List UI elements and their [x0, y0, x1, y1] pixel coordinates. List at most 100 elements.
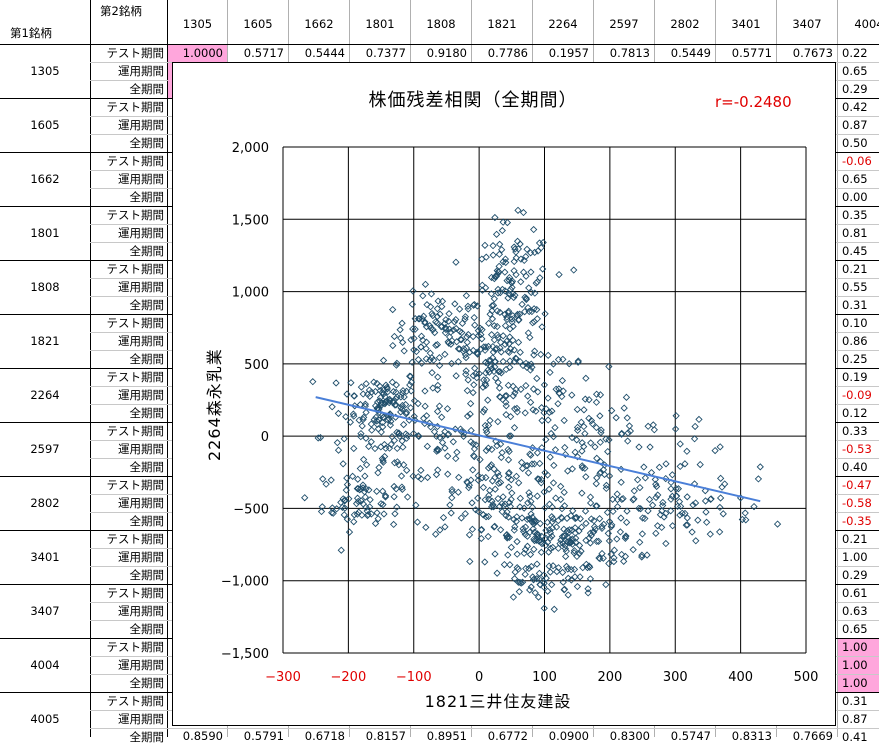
cell-value[interactable]: 0.8300 — [609, 729, 650, 744]
highlight-fill[interactable] — [168, 63, 172, 98]
cell-value[interactable]: 0.5771 — [731, 45, 772, 60]
cell-value[interactable]: 0.29 — [842, 567, 868, 582]
period-label[interactable]: 全期間 — [129, 243, 165, 258]
row-symbol-1305[interactable]: 1305 — [30, 63, 60, 78]
column-header-1821[interactable]: 1821 — [487, 17, 517, 32]
cell-value[interactable]: 0.8157 — [365, 729, 406, 744]
period-label[interactable]: テスト期間 — [106, 45, 165, 60]
cell-value[interactable]: 0.55 — [842, 279, 868, 294]
column-header-1662[interactable]: 1662 — [304, 17, 334, 32]
cell-value[interactable]: 1.00 — [842, 549, 868, 564]
period-label[interactable]: 全期間 — [129, 351, 165, 366]
period-label[interactable]: 運用期間 — [118, 333, 164, 348]
cell-value[interactable]: 0.19 — [842, 369, 868, 384]
cell-value[interactable]: 0.81 — [842, 225, 868, 240]
period-label[interactable]: 全期間 — [129, 135, 165, 150]
row-symbol-1801[interactable]: 1801 — [30, 225, 60, 240]
cell-value[interactable]: 0.7377 — [365, 45, 406, 60]
period-label[interactable]: テスト期間 — [106, 585, 165, 600]
column-header-2597[interactable]: 2597 — [609, 17, 639, 32]
cell-value[interactable]: 0.7669 — [792, 729, 833, 744]
cell-value[interactable]: 0.50 — [842, 135, 868, 150]
period-label[interactable]: 運用期間 — [118, 387, 164, 402]
col-header-label[interactable]: 第2銘柄 — [100, 4, 142, 19]
cell-value[interactable]: 0.87 — [842, 117, 868, 132]
cell-value[interactable]: 0.5717 — [243, 45, 284, 60]
row-symbol-2597[interactable]: 2597 — [30, 441, 60, 456]
period-label[interactable]: 運用期間 — [118, 279, 164, 294]
period-label[interactable]: 運用期間 — [118, 117, 164, 132]
cell-value[interactable]: 0.21 — [842, 531, 868, 546]
cell-value[interactable]: 0.33 — [842, 423, 868, 438]
cell-value[interactable]: -0.53 — [842, 441, 872, 456]
period-label[interactable]: テスト期間 — [106, 477, 165, 492]
cell-value[interactable]: 0.9180 — [426, 45, 467, 60]
cell-value[interactable]: 0.63 — [842, 603, 868, 618]
cell-value[interactable]: 0.7813 — [609, 45, 650, 60]
cell-value[interactable]: -0.47 — [842, 477, 872, 492]
period-label[interactable]: 全期間 — [129, 297, 165, 312]
cell-value[interactable]: 0.22 — [842, 45, 868, 60]
period-label[interactable]: 運用期間 — [118, 63, 164, 78]
cell-value[interactable]: -0.35 — [842, 513, 872, 528]
period-label[interactable]: 運用期間 — [118, 657, 164, 672]
column-header-3407[interactable]: 3407 — [792, 17, 822, 32]
cell-value[interactable]: 0.45 — [842, 243, 868, 258]
row-symbol-1821[interactable]: 1821 — [30, 333, 60, 348]
cell-value[interactable]: 0.7673 — [792, 45, 833, 60]
period-label[interactable]: テスト期間 — [106, 423, 165, 438]
cell-value[interactable]: 0.12 — [842, 405, 868, 420]
period-label[interactable]: テスト期間 — [106, 153, 165, 168]
cell-value[interactable]: 0.6772 — [487, 729, 528, 744]
cell-value[interactable]: 0.5747 — [670, 729, 711, 744]
period-label[interactable]: テスト期間 — [106, 99, 165, 114]
cell-value[interactable]: 0.5444 — [304, 45, 345, 60]
cell-value[interactable]: 0.86 — [842, 333, 868, 348]
period-label[interactable]: 全期間 — [129, 189, 165, 204]
cell-value[interactable]: -0.09 — [842, 387, 872, 402]
cell-value[interactable]: 1.00 — [838, 639, 879, 656]
cell-value[interactable]: 1.00 — [838, 675, 879, 692]
column-header-1605[interactable]: 1605 — [243, 17, 273, 32]
cell-value[interactable]: 0.25 — [842, 351, 868, 366]
column-header-4004[interactable]: 4004 — [854, 17, 879, 32]
period-label[interactable]: 全期間 — [129, 567, 165, 582]
cell-value[interactable]: 0.42 — [842, 99, 868, 114]
column-header-1801[interactable]: 1801 — [365, 17, 395, 32]
cell-value[interactable]: 1.00 — [838, 657, 879, 674]
period-label[interactable]: 運用期間 — [118, 171, 164, 186]
period-label[interactable]: 運用期間 — [118, 603, 164, 618]
column-header-1808[interactable]: 1808 — [426, 17, 456, 32]
row-symbol-3407[interactable]: 3407 — [30, 603, 60, 618]
period-label[interactable]: 運用期間 — [118, 495, 164, 510]
row-symbol-2264[interactable]: 2264 — [30, 387, 60, 402]
cell-value[interactable]: 0.8313 — [731, 729, 772, 744]
cell-value[interactable]: 0.21 — [842, 261, 868, 276]
cell-value[interactable]: 0.00 — [842, 189, 868, 204]
period-label[interactable]: テスト期間 — [106, 261, 165, 276]
cell-value[interactable]: -0.58 — [842, 495, 872, 510]
period-label[interactable]: テスト期間 — [106, 315, 165, 330]
period-label[interactable]: 全期間 — [129, 81, 165, 96]
cell-value[interactable]: 0.5791 — [243, 729, 284, 744]
cell-value[interactable]: 0.65 — [842, 171, 868, 186]
cell-value[interactable]: 0.65 — [842, 621, 868, 636]
row-symbol-4004[interactable]: 4004 — [30, 657, 60, 672]
cell-value[interactable]: 0.5449 — [670, 45, 711, 60]
cell-value[interactable]: 0.8951 — [426, 729, 467, 744]
period-label[interactable]: 運用期間 — [118, 225, 164, 240]
cell-value[interactable]: 1.0000 — [168, 45, 227, 62]
column-header-2264[interactable]: 2264 — [548, 17, 578, 32]
cell-value[interactable]: 0.7786 — [487, 45, 528, 60]
cell-value[interactable]: 0.29 — [842, 81, 868, 96]
period-label[interactable]: 全期間 — [129, 513, 165, 528]
cell-value[interactable]: 0.0900 — [548, 729, 589, 744]
period-label[interactable]: 全期間 — [129, 621, 165, 636]
scatter-chart[interactable]: 株価残差相関（全期間） r=-0.2480 2,000 1,500 1,000 500… — [172, 62, 836, 726]
period-label[interactable]: テスト期間 — [106, 207, 165, 222]
cell-value[interactable]: 0.8590 — [182, 729, 223, 744]
period-label[interactable]: 全期間 — [129, 405, 165, 420]
period-label[interactable]: 運用期間 — [118, 711, 164, 726]
cell-value[interactable]: 0.40 — [842, 459, 868, 474]
period-label[interactable]: 全期間 — [129, 729, 165, 744]
